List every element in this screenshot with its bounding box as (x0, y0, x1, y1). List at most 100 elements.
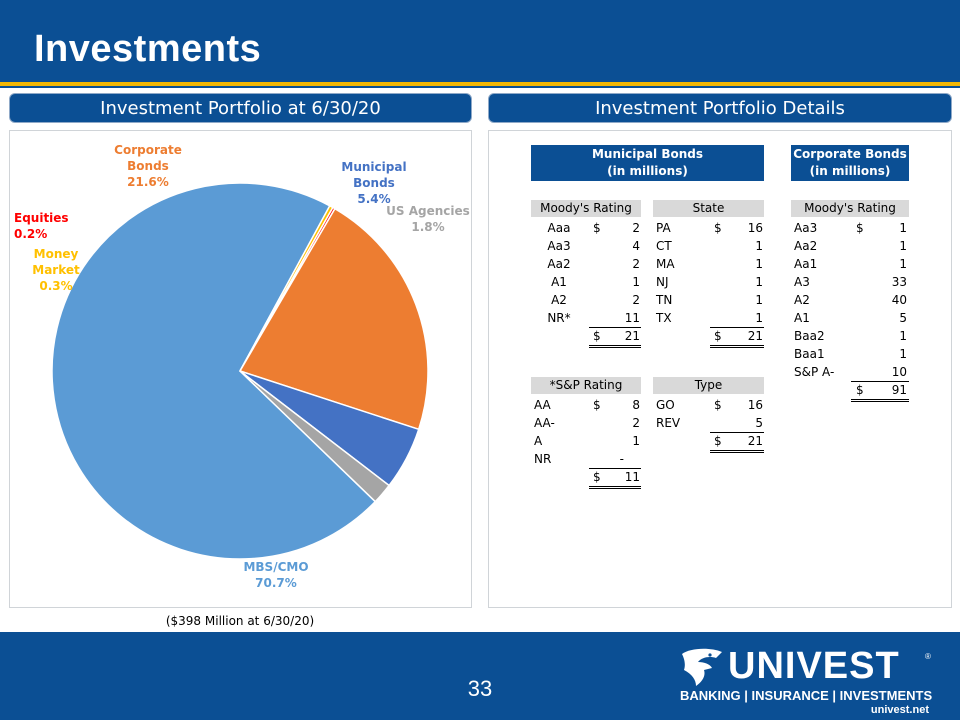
subtotal-rule (851, 381, 909, 382)
muni-moodys-total-currency: $ (593, 329, 601, 343)
label-corporate-pct: 21.6% (127, 175, 169, 189)
logo-url: univest.net (870, 704, 929, 716)
muni-state-value: 1 (755, 257, 763, 271)
footer-bar (0, 632, 960, 720)
muni-moodys-value: 2 (632, 257, 640, 271)
municipal-bonds-units: (in millions) (607, 164, 688, 178)
muni-state-name: NJ (656, 275, 669, 289)
divider (0, 86, 960, 88)
pie-chart (51, 182, 429, 560)
title-bar: Investments (0, 0, 960, 82)
label-agencies-pct: 1.8% (411, 220, 445, 234)
total-double-rule (589, 345, 641, 348)
label-agencies-name: US Agencies (386, 204, 470, 218)
muni-sp-total-currency: $ (593, 470, 601, 484)
muni-moodys-value: 11 (624, 311, 640, 325)
label-corporate: Corporate Bonds 21.6% (103, 142, 193, 190)
label-equities-name: Equities (14, 211, 69, 225)
muni-state-name: MA (656, 257, 675, 271)
muni-type-total: 21 (747, 434, 763, 448)
muni-sp-value: - (619, 452, 624, 466)
corp-moodys-rating: Baa1 (794, 347, 825, 361)
corp-moodys-rating: Aa1 (794, 257, 818, 271)
label-agencies: US Agencies 1.8% (383, 203, 473, 235)
muni-moodys-rating: A1 (551, 275, 567, 289)
label-money-market-pct: 0.3% (39, 279, 73, 293)
label-mbs-pct: 70.7% (255, 576, 297, 590)
subtotal-rule (589, 327, 641, 328)
portfolio-section-header: Investment Portfolio at 6/30/20 (9, 93, 472, 123)
corp-moodys-value: 1 (899, 239, 907, 253)
univest-logo: UNIVEST ® BANKING | INSURANCE | INVESTME… (680, 646, 935, 716)
corp-moodys-value: 5 (899, 311, 907, 325)
label-equities: Equities 0.2% (14, 210, 84, 242)
muni-sp-value: 1 (632, 434, 640, 448)
muni-moodys-rating: NR* (547, 311, 571, 325)
label-corporate-name2: Bonds (127, 159, 169, 173)
muni-state-total-currency: $ (714, 329, 722, 343)
corp-moodys-value: 40 (891, 293, 907, 307)
muni-moodys-heading: Moody's Rating (531, 200, 641, 217)
label-municipal-name2: Bonds (353, 176, 395, 190)
corp-moodys-rating: Baa2 (794, 329, 825, 343)
subtotal-rule (710, 327, 764, 328)
muni-type-total-currency: $ (714, 434, 722, 448)
muni-moodys-rating: Aa2 (547, 257, 571, 271)
muni-state-value: 1 (755, 239, 763, 253)
muni-moodys-rating: Aa3 (547, 239, 571, 253)
label-corporate-name1: Corporate (114, 143, 182, 157)
logo-wordmark: UNIVEST (728, 645, 900, 687)
muni-sp-rating: A (534, 434, 543, 448)
label-municipal-name1: Municipal (341, 160, 407, 174)
portfolio-total-note: ($398 Million at 6/30/20) (165, 614, 315, 628)
corp-moodys-rating: S&P A- (794, 365, 835, 379)
municipal-bonds-header: Municipal Bonds (in millions) (531, 145, 764, 181)
muni-sp-heading: *S&P Rating (531, 377, 641, 394)
total-double-rule (710, 450, 764, 453)
muni-state-name: TX (656, 311, 672, 325)
muni-type-name: REV (656, 416, 681, 430)
corporate-bonds-title: Corporate Bonds (793, 147, 907, 161)
label-money-market: Money Market 0.3% (10, 246, 102, 294)
muni-sp-value: 8 (632, 398, 640, 412)
corp-moodys-value: 1 (899, 221, 907, 235)
muni-state-name: TN (656, 293, 673, 307)
pie-chart-panel: MBS/CMO 70.7% Corporate Bonds 21.6% Muni… (9, 130, 472, 608)
pie-slice-corporate-bonds (238, 207, 429, 431)
muni-sp-rating: NR (534, 452, 552, 466)
pie-slice-mbs-cmo (51, 182, 377, 560)
label-municipal: Municipal Bonds 5.4% (329, 159, 419, 207)
muni-moodys-value: 4 (632, 239, 640, 253)
total-double-rule (710, 345, 764, 348)
muni-moodys-value: 2 (632, 293, 640, 307)
label-mbs-name: MBS/CMO (243, 560, 309, 574)
corp-moodys-value: 1 (899, 329, 907, 343)
registered-mark: ® (925, 652, 931, 661)
muni-sp-total: 11 (624, 470, 640, 484)
muni-state-value: 1 (755, 293, 763, 307)
muni-type-value: 16 (747, 398, 763, 412)
muni-state-name: CT (656, 239, 672, 253)
total-double-rule (589, 486, 641, 489)
corporate-bonds-units: (in millions) (809, 164, 891, 178)
total-double-rule (851, 399, 909, 402)
muni-type-value: 5 (755, 416, 763, 430)
corp-moodys-value: 1 (899, 347, 907, 361)
corporate-bonds-header: Corporate Bonds (in millions) (791, 145, 909, 181)
muni-moodys-value: 1 (632, 275, 640, 289)
corp-moodys-value: 10 (891, 365, 907, 379)
label-money-market-name: Money Market (32, 247, 80, 277)
label-equities-pct: 0.2% (14, 227, 48, 241)
muni-moodys-rating: Aaa (547, 221, 571, 235)
logo-tagline: BANKING | INSURANCE | INVESTMENTS (680, 688, 933, 703)
pie-slice-us-agencies (239, 370, 391, 503)
muni-state-name: PA (656, 221, 671, 235)
municipal-bonds-title: Municipal Bonds (591, 147, 703, 161)
corp-moodys-rating: A2 (794, 293, 810, 307)
corp-moodys-heading: Moody's Rating (791, 200, 909, 217)
details-panel: Municipal Bonds (in millions) Corporate … (488, 130, 952, 608)
muni-sp-value: 2 (632, 416, 640, 430)
corp-moodys-value: 33 (891, 275, 907, 289)
muni-type-heading: Type (653, 377, 764, 394)
muni-moodys-currency: $ (593, 221, 601, 235)
